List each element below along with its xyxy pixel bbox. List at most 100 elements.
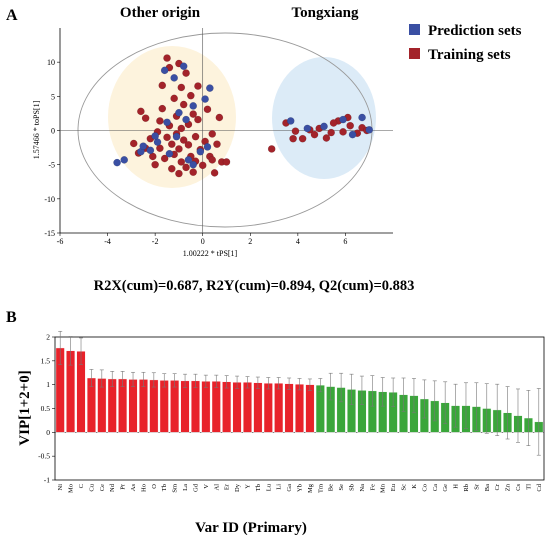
vip-category-label: Rb [463,484,470,492]
score-plot: -6 -4 -2 0 2 4 6 -15 -10 -5 0 5 10 Other origin Tong… [32,5,522,258]
score-y-tick-label: -5 [48,161,55,170]
training-point [184,141,193,149]
vip-error-bar [141,371,146,387]
training-point [177,124,186,133]
training-point [210,169,219,177]
training-point [289,134,297,143]
vip-error-bar [391,377,396,407]
prediction-point [151,132,159,140]
vip-category-label: Ca [432,484,439,491]
training-point [177,158,186,166]
score-y-tick-label: 10 [47,58,55,67]
prediction-point [303,124,312,133]
prediction-point [206,84,214,92]
training-point [339,128,347,136]
vip-error-bar [422,379,427,419]
vip-error-bar [99,369,104,388]
vip-error-bar [266,377,271,390]
vip-error-bar [453,383,458,428]
training-point [141,114,150,122]
vip-error-bar [359,375,364,405]
vip-category-label: Ni [57,484,64,491]
legend-training-label: Training sets [428,47,511,63]
vip-error-bar [287,377,292,390]
training-point [327,128,335,137]
training-point [179,136,188,144]
vip-category-label: Be [328,484,335,491]
training-point [163,133,171,142]
score-plot-y-title: 1.57466 * toPS[1] [32,100,41,159]
vip-bar [243,382,252,433]
vip-category-label: Ge [442,484,449,492]
vip-bar [128,379,138,433]
prediction-point [184,156,193,164]
vip-error-bar [536,388,541,456]
vip-bar [263,383,273,433]
vip-category-label: Dy [234,483,241,492]
vip-error-bar [214,374,219,388]
prediction-point [165,149,174,158]
vip-error-bar [526,390,531,446]
vip-category-label: Tl [525,484,532,490]
vip-error-bar [151,372,156,388]
panel-b-letter: B [6,309,17,326]
vip-category-label: H [453,484,460,489]
prediction-point [160,66,169,75]
vip-y-tick-label: 2 [46,333,50,342]
vip-error-bar [318,378,323,393]
vip-error-bar [193,373,198,388]
legend-training-swatch [409,48,420,59]
vip-error-bar [380,377,385,407]
legend-prediction-label: Prediction sets [428,23,522,39]
vip-category-label: Lu [265,483,272,491]
group-label-tongxiang: Tongxiang [292,5,359,21]
vip-y-tick-label: 0.5 [41,404,51,413]
vip-y-tick-label: 1.5 [41,356,51,365]
score-x-tick-label: -6 [57,237,64,246]
training-point [346,121,354,130]
vip-category-label: Zn [505,483,512,491]
vip-category-label: Tm [317,484,324,493]
training-point [175,169,183,178]
vip-error-bar [120,371,125,387]
training-point [215,113,224,122]
training-point [267,145,276,153]
score-x-tick-label: -2 [152,237,159,246]
prediction-point [172,132,181,141]
vip-category-label: K [411,484,418,489]
training-point [163,54,171,62]
training-point [167,140,176,148]
prediction-point [348,130,357,139]
training-point [167,164,176,173]
prediction-point [358,113,366,122]
vip-category-label: Ba [484,484,491,491]
prediction-point [175,108,183,117]
vip-bar [180,380,190,433]
vip-error-bar [89,369,94,387]
prediction-point [203,143,212,151]
panel-a-letter: A [6,7,18,24]
vip-category-label: Al [213,484,220,491]
vip-error-bar [255,376,260,389]
vip-category-label: Sm [172,484,179,493]
vip-bar [159,380,169,433]
vip-category-label: Sc [401,484,408,491]
training-point [191,132,200,141]
prediction-point [146,146,155,155]
vip-y-tick-label: 1 [46,380,50,389]
tongxiang-ellipse [272,57,376,179]
vip-error-bar [307,378,312,391]
group-label-other-origin: Other origin [120,5,201,21]
training-point [129,139,138,148]
training-point [177,83,186,92]
training-point [203,105,212,114]
vip-category-label: La [182,484,189,491]
vip-category-label: Mn [380,483,387,493]
vip-category-label: Y [244,484,251,489]
vip-bars [55,330,544,456]
vip-bar [211,381,221,433]
training-point [170,94,178,103]
vip-y-tick-label: -1 [44,476,50,485]
training-point [189,168,197,176]
training-point [160,154,169,163]
